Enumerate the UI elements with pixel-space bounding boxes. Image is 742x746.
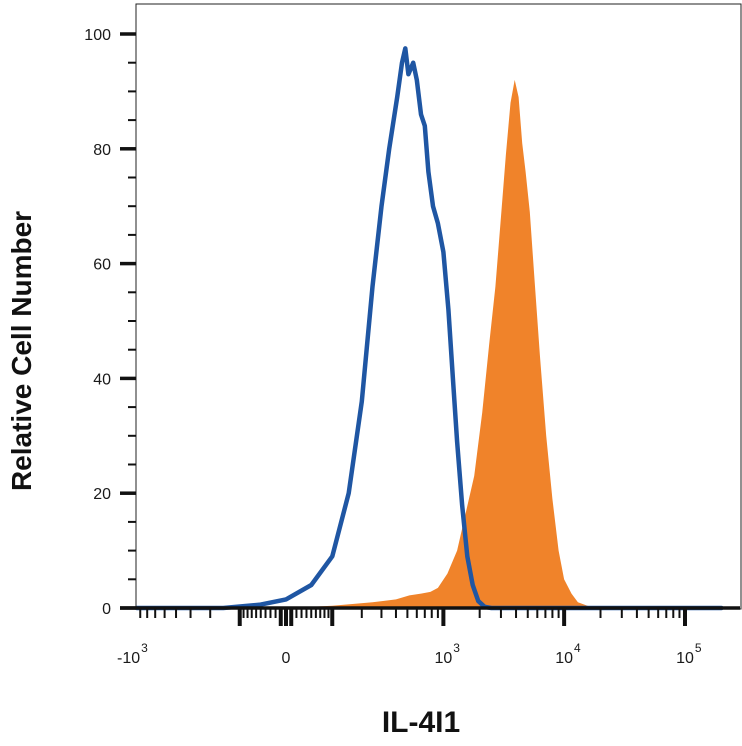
- svg-text:-10: -10: [117, 650, 140, 667]
- plot-frame: [135, 3, 742, 610]
- x-tick-label: -103: [117, 641, 148, 667]
- svg-text:10: 10: [555, 650, 573, 667]
- y-tick-label: 0: [102, 601, 111, 618]
- y-axis-title: Relative Cell Number: [6, 211, 37, 491]
- x-tick-exponent: 5: [695, 641, 702, 655]
- y-tick-label: 20: [93, 486, 111, 503]
- x-tick-label: 103: [434, 641, 460, 667]
- svg-text:10: 10: [676, 650, 694, 667]
- svg-text:10: 10: [434, 650, 452, 667]
- x-axis-title: IL-4I1: [382, 706, 460, 739]
- series-1-outline-histogram: [134, 46, 724, 611]
- y-axis: 0 20 40 60 80 100: [84, 4, 137, 618]
- y-tick-label: 60: [93, 257, 111, 274]
- y-tick-label: 40: [93, 371, 111, 388]
- svg-text:0: 0: [282, 650, 291, 667]
- x-tick-label: 105: [676, 641, 702, 667]
- y-tick-label: 80: [93, 142, 111, 159]
- x-tick-label: 104: [555, 641, 581, 667]
- x-tick-exponent: 3: [141, 641, 148, 655]
- x-tick-exponent: 3: [453, 641, 460, 655]
- x-tick-exponent: 4: [574, 641, 581, 655]
- x-tick-label: 0: [282, 650, 291, 667]
- series-layer: [134, 46, 724, 611]
- y-tick-label: 100: [84, 27, 111, 44]
